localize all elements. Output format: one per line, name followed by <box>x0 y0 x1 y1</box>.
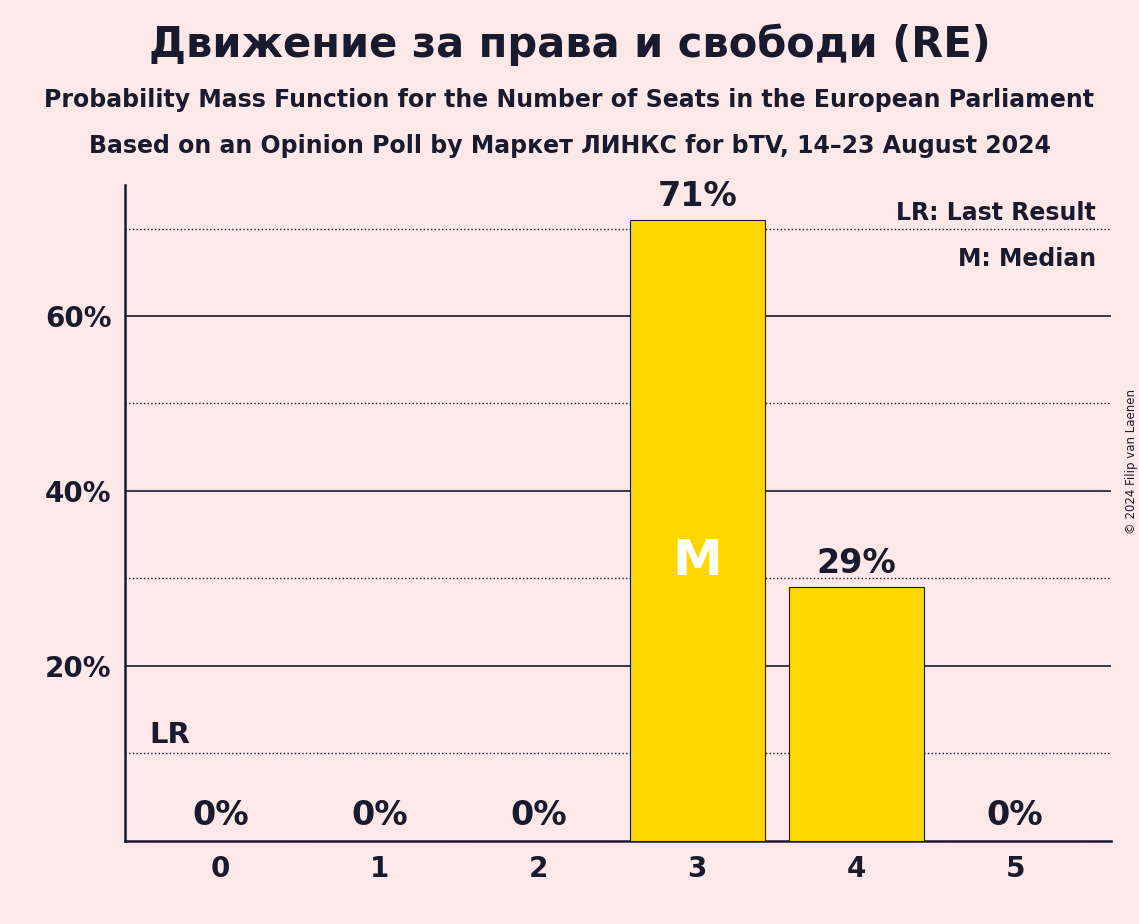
Text: LR: Last Result: LR: Last Result <box>896 201 1096 225</box>
Text: M: M <box>672 538 722 586</box>
Text: 0%: 0% <box>510 799 567 833</box>
Text: Probability Mass Function for the Number of Seats in the European Parliament: Probability Mass Function for the Number… <box>44 88 1095 112</box>
Text: 0%: 0% <box>986 799 1043 833</box>
Text: © 2024 Filip van Laenen: © 2024 Filip van Laenen <box>1124 390 1138 534</box>
Bar <box>630 220 765 841</box>
Text: 0%: 0% <box>351 799 408 833</box>
Text: LR: LR <box>149 721 190 749</box>
Text: 71%: 71% <box>657 180 737 213</box>
Text: Based on an Opinion Poll by Маркет ЛИНКС for bTV, 14–23 August 2024: Based on an Opinion Poll by Маркет ЛИНКС… <box>89 134 1050 158</box>
Bar <box>788 587 924 841</box>
Text: 0%: 0% <box>192 799 249 833</box>
Text: M: Median: M: Median <box>958 247 1096 271</box>
Text: 29%: 29% <box>817 547 896 580</box>
Text: Движение за права и свободи (RE): Движение за права и свободи (RE) <box>148 23 991 66</box>
